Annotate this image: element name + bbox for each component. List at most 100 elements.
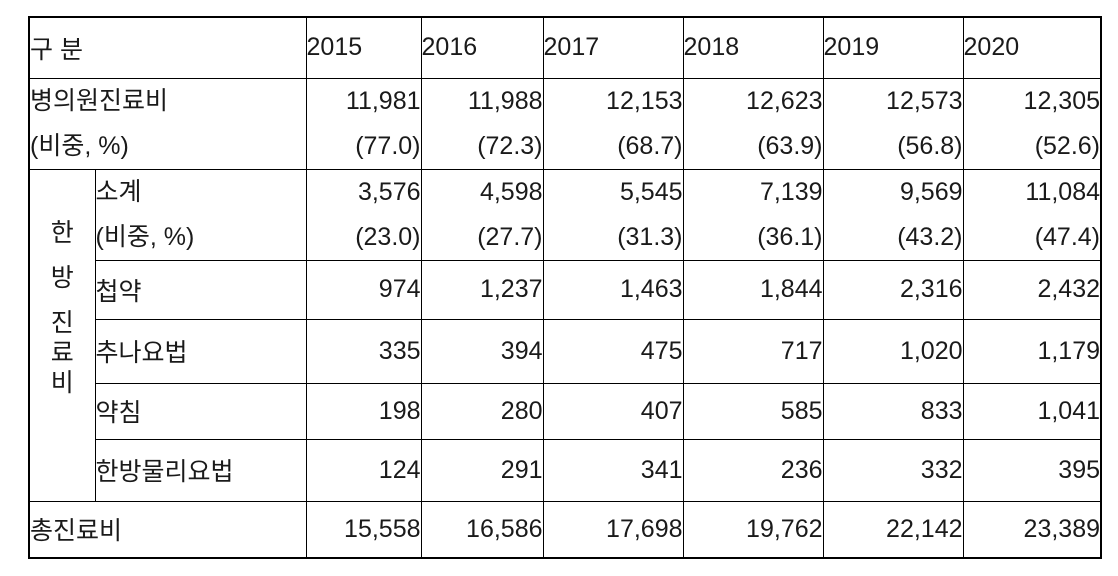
subtotal-label-cell: 소계 (비중, %) [94,168,307,261]
value: 12,573 [886,86,963,115]
value-cell: 280 [420,382,544,440]
value: 11,988 [467,86,543,115]
subtotal-value-cell: 5,545 (31.3) [542,168,684,261]
value: 12,153 [606,86,683,115]
subtotal-value-cell: 4,598 (27.7) [420,168,544,261]
total-label-cell: 총진료비 [28,500,307,559]
value-cell: 833 [822,382,964,440]
hospital-care-label: 병의원진료비 [30,86,169,115]
hospital-care-value-cell: 12,305 (52.6) [962,77,1102,170]
value-cell: 291 [420,438,544,502]
value-cell: 395 [962,438,1102,502]
vertical-label-char: 한 [50,219,74,247]
hospital-care-label-cell: 병의원진료비 (비중, %) [28,77,307,170]
value: 11,084 [1025,177,1101,206]
value: 12,623 [746,86,823,115]
herbal-physiotherapy-row: 한방물리요법 124 291 341 236 332 395 [29,438,1102,502]
value-cell: 341 [542,438,684,502]
pharmacopuncture-row: 약침 198 280 407 585 833 1,041 [29,382,1102,440]
value-cell: 236 [682,438,824,502]
value-cell: 332 [822,438,964,502]
medical-expense-table: 구 분 2015 2016 2017 2018 2019 2020 병의원진료비… [28,16,1103,559]
vertical-label-char: 비 [50,369,74,397]
subtotal-label: 소계 [95,177,142,206]
total-value-cell: 22,142 [822,500,964,559]
total-value-cell: 19,762 [682,500,824,559]
row-label-cell: 추나요법 [94,318,307,384]
value-cell: 198 [305,382,422,440]
value: 5,545 [619,177,683,206]
value-cell: 1,179 [962,318,1102,384]
total-value-cell: 17,698 [542,500,684,559]
share: (68.7) [617,131,683,160]
subtotal-sublabel: (비중, %) [95,222,195,251]
value-cell: 335 [305,318,422,384]
subtotal-value-cell: 9,569 (43.2) [822,168,964,261]
hospital-care-value-cell: 11,988 (72.3) [420,77,544,170]
subtotal-value-cell: 7,139 (36.1) [682,168,824,261]
header-year-2016-cell: 2016 [420,16,544,79]
share: (23.0) [355,222,421,251]
header-year-2017-cell: 2017 [542,16,684,79]
value: 11,981 [345,86,421,115]
share: (27.7) [477,222,543,251]
header-year-2018-cell: 2018 [682,16,824,79]
value-cell: 394 [420,318,544,384]
share: (47.4) [1034,222,1101,251]
hanbang-subtotal-row: 한 방 진 료 비 소계 (비중, %) 3,576 (23.0) 4,598 … [28,168,1102,502]
value: 3,576 [357,177,421,206]
share: (56.8) [897,131,963,160]
header-year-2020-cell: 2020 [962,16,1102,79]
share: (36.1) [757,222,823,251]
share: (31.3) [617,222,683,251]
header-year-2019-cell: 2019 [822,16,964,79]
value-cell: 1,237 [420,259,544,320]
value-cell: 1,020 [822,318,964,384]
subtotal-value-cell: 11,084 (47.4) [962,168,1102,261]
value: 7,139 [759,177,823,206]
value-cell: 974 [305,259,422,320]
value: 12,305 [1023,86,1101,115]
share: (63.9) [757,131,823,160]
header-category-cell: 구 분 [28,16,307,79]
hanbang-vertical-label: 한 방 진 료 비 [30,170,94,500]
value-cell: 1,844 [682,259,824,320]
hospital-care-value-cell: 12,153 (68.7) [542,77,684,170]
chuna-therapy-row: 추나요법 335 394 475 717 1,020 1,179 [29,318,1102,384]
total-value-cell: 23,389 [962,500,1102,559]
vertical-label-char: 료 [50,339,74,367]
hospital-care-value-cell: 12,573 (56.8) [822,77,964,170]
value-cell: 475 [542,318,684,384]
value-cell: 2,316 [822,259,964,320]
row-label-cell: 약침 [94,382,307,440]
row-label-cell: 첩약 [94,259,307,320]
herbal-decoction-row: 첩약 974 1,237 1,463 1,844 2,316 2,432 [29,259,1102,320]
total-row: 총진료비 15,558 16,586 17,698 19,762 22,142 … [28,500,1102,559]
hospital-care-sublabel: (비중, %) [30,131,129,160]
value-cell: 124 [305,438,422,502]
table-header-row: 구 분 2015 2016 2017 2018 2019 2020 [28,16,1102,79]
share: (77.0) [355,131,421,160]
total-value-cell: 16,586 [420,500,544,559]
hospital-care-row: 병의원진료비 (비중, %) 11,981 (77.0) 11,988 (72.… [28,77,1102,170]
value-cell: 585 [682,382,824,440]
row-label-cell: 한방물리요법 [94,438,307,502]
value-cell: 1,463 [542,259,684,320]
share: (52.6) [1034,131,1101,160]
hospital-care-value-cell: 12,623 (63.9) [682,77,824,170]
value-cell: 2,432 [962,259,1102,320]
subtotal-value-cell: 3,576 (23.0) [305,168,422,261]
value-cell: 407 [542,382,684,440]
vertical-label-char: 진 [50,309,74,337]
header-year-2015-cell: 2015 [305,16,422,79]
vertical-label-char: 방 [50,264,74,292]
value: 9,569 [899,177,963,206]
hospital-care-value-cell: 11,981 (77.0) [305,77,422,170]
share: (72.3) [477,131,543,160]
value-cell: 717 [682,318,824,384]
value: 4,598 [479,177,543,206]
share: (43.2) [897,222,963,251]
value-cell: 1,041 [962,382,1102,440]
hanbang-vertical-label-cell: 한 방 진 료 비 [28,168,96,502]
